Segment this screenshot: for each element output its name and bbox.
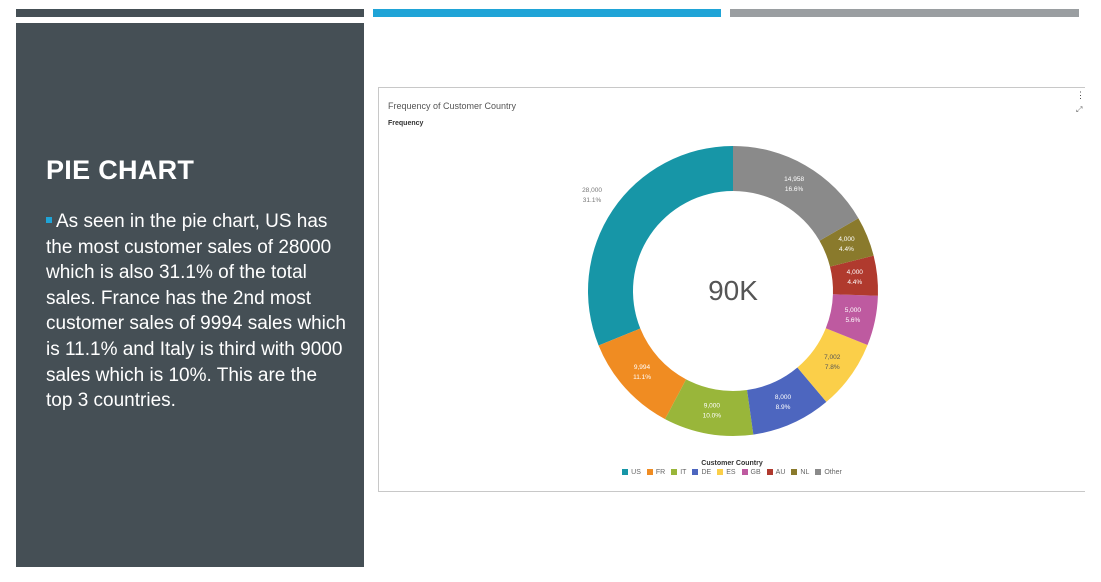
- slice-value-label-nl: 4,000: [838, 236, 855, 243]
- slice-percent-label-other: 16.6%: [785, 186, 804, 193]
- center-total-label: 90K: [708, 275, 758, 306]
- accent-bar-gray: [730, 9, 1079, 17]
- legend-item-de[interactable]: DE: [692, 469, 711, 476]
- slice-percent-label-us: 31.1%: [583, 197, 602, 204]
- legend-label: Other: [824, 469, 842, 476]
- legend-label: FR: [656, 469, 665, 476]
- slice-percent-label-gb: 5.6%: [845, 317, 860, 324]
- legend-item-other[interactable]: Other: [815, 469, 842, 476]
- slice-value-label-gb: 5,000: [845, 307, 862, 314]
- legend-swatch: [815, 469, 821, 475]
- chart-legend: US FR IT DE ES GB AU NL Other: [379, 469, 1085, 476]
- slice-value-label-us: 28,000: [582, 187, 602, 194]
- legend-swatch: [742, 469, 748, 475]
- slice-percent-label-fr: 11.1%: [633, 374, 651, 381]
- legend-label: DE: [701, 469, 711, 476]
- slice-percent-label-nl: 4.4%: [839, 246, 854, 253]
- slice-value-label-it: 9,000: [704, 403, 721, 410]
- legend-swatch: [717, 469, 723, 475]
- legend-label: IT: [680, 469, 686, 476]
- legend-item-au[interactable]: AU: [767, 469, 786, 476]
- slice-value-label-es: 7,002: [824, 354, 841, 361]
- legend-swatch: [767, 469, 773, 475]
- legend-item-us[interactable]: US: [622, 469, 641, 476]
- slide-body-text: As seen in the pie chart, US has the mos…: [46, 211, 346, 411]
- legend-label: US: [631, 469, 641, 476]
- slice-value-label-other: 14,958: [784, 176, 804, 183]
- accent-bar-blue: [373, 9, 721, 17]
- legend-swatch: [671, 469, 677, 475]
- legend-label: NL: [800, 469, 809, 476]
- bullet-icon: [46, 217, 52, 223]
- legend-swatch: [622, 469, 628, 475]
- legend-swatch: [791, 469, 797, 475]
- legend-swatch: [647, 469, 653, 475]
- slice-percent-label-au: 4.4%: [847, 279, 862, 286]
- accent-bar-dark: [16, 9, 364, 17]
- text-panel: PIE CHART As seen in the pie chart, US h…: [16, 23, 364, 567]
- slice-value-label-au: 4,000: [847, 269, 864, 276]
- legend-label: AU: [776, 469, 786, 476]
- slice-percent-label-es: 7.8%: [825, 364, 840, 371]
- legend-item-fr[interactable]: FR: [647, 469, 665, 476]
- slice-us[interactable]: [588, 146, 733, 345]
- slide-body: As seen in the pie chart, US has the mos…: [46, 209, 346, 414]
- donut-chart: 28,000 31.1% 9,994 11.1% 9,000 10.0% 8,000 8.9%…: [379, 88, 1085, 491]
- legend-item-it[interactable]: IT: [671, 469, 686, 476]
- slice-percent-label-it: 10.0%: [703, 413, 722, 420]
- slide-title: PIE CHART: [46, 155, 194, 186]
- legend-label: ES: [726, 469, 735, 476]
- slice-value-label-fr: 9,994: [634, 364, 651, 371]
- slice-other[interactable]: [733, 146, 858, 241]
- slice-percent-label-de: 8.9%: [776, 404, 791, 411]
- legend-swatch: [692, 469, 698, 475]
- legend-item-gb[interactable]: GB: [742, 469, 761, 476]
- legend-item-es[interactable]: ES: [717, 469, 735, 476]
- legend-title: Customer Country: [379, 460, 1085, 467]
- legend-label: GB: [751, 469, 761, 476]
- slice-value-label-de: 8,000: [775, 394, 792, 401]
- chart-frame: Frequency of Customer Country Frequency …: [378, 87, 1085, 492]
- legend-item-nl[interactable]: NL: [791, 469, 809, 476]
